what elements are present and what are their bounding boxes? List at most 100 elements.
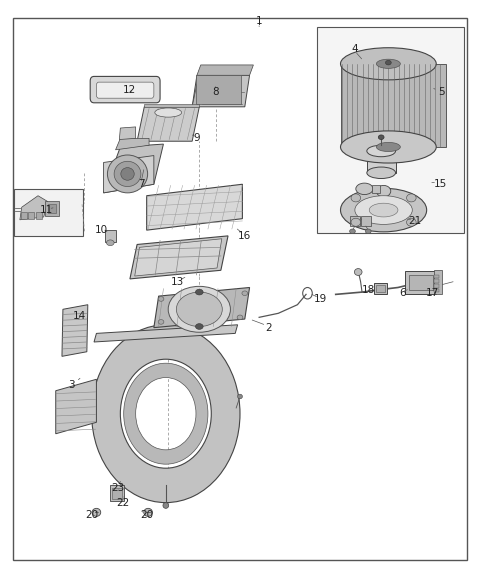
Text: 21: 21 <box>408 216 421 226</box>
Text: 10: 10 <box>95 225 108 235</box>
Bar <box>105 230 116 241</box>
Bar <box>48 204 56 213</box>
Ellipse shape <box>351 194 360 202</box>
Text: 3: 3 <box>68 380 75 390</box>
Polygon shape <box>94 325 238 342</box>
Bar <box>36 212 42 218</box>
Polygon shape <box>135 239 222 276</box>
Ellipse shape <box>355 196 412 224</box>
Bar <box>110 485 124 501</box>
Text: 8: 8 <box>212 87 218 98</box>
Ellipse shape <box>144 508 153 516</box>
Ellipse shape <box>376 143 400 152</box>
Text: 9: 9 <box>193 133 200 143</box>
Text: 12: 12 <box>123 85 136 95</box>
Ellipse shape <box>121 168 134 180</box>
Ellipse shape <box>237 315 243 320</box>
Polygon shape <box>20 196 48 220</box>
Text: 23: 23 <box>111 483 124 493</box>
Bar <box>21 212 26 218</box>
Ellipse shape <box>369 203 398 217</box>
Ellipse shape <box>195 289 203 295</box>
Ellipse shape <box>354 269 362 275</box>
Text: 7: 7 <box>139 179 145 189</box>
Polygon shape <box>104 156 154 193</box>
Ellipse shape <box>155 108 181 117</box>
Bar <box>112 488 122 499</box>
Ellipse shape <box>176 292 222 327</box>
Bar <box>434 284 439 288</box>
Text: 22: 22 <box>117 497 130 508</box>
Bar <box>340 64 446 147</box>
Polygon shape <box>192 75 250 107</box>
Bar <box>361 216 371 226</box>
Ellipse shape <box>351 218 360 226</box>
Text: 13: 13 <box>171 277 184 287</box>
Text: 14: 14 <box>73 311 86 321</box>
Bar <box>434 279 439 283</box>
Ellipse shape <box>340 188 427 232</box>
Ellipse shape <box>168 286 230 332</box>
Text: 20: 20 <box>85 510 98 520</box>
Text: 18: 18 <box>361 285 375 296</box>
Ellipse shape <box>108 155 148 193</box>
Ellipse shape <box>195 324 203 329</box>
Polygon shape <box>197 65 253 75</box>
Ellipse shape <box>340 48 436 80</box>
Ellipse shape <box>238 394 242 399</box>
Polygon shape <box>147 184 242 230</box>
Ellipse shape <box>114 162 141 186</box>
FancyBboxPatch shape <box>96 82 154 98</box>
Wedge shape <box>124 363 208 464</box>
Text: 20: 20 <box>140 510 153 520</box>
Polygon shape <box>56 380 96 434</box>
Polygon shape <box>116 139 149 150</box>
Text: 16: 16 <box>238 231 252 241</box>
Ellipse shape <box>367 145 396 157</box>
Text: 11: 11 <box>39 205 53 215</box>
Bar <box>434 275 439 278</box>
Ellipse shape <box>367 167 396 178</box>
Ellipse shape <box>107 240 114 246</box>
Bar <box>367 151 396 172</box>
Wedge shape <box>92 325 240 503</box>
Polygon shape <box>104 144 163 193</box>
Text: 6: 6 <box>399 288 406 298</box>
Text: 19: 19 <box>314 294 327 304</box>
Ellipse shape <box>349 229 355 233</box>
Ellipse shape <box>378 135 384 140</box>
Bar <box>45 201 59 216</box>
Text: 17: 17 <box>426 288 439 298</box>
Ellipse shape <box>340 131 436 163</box>
Bar <box>317 26 464 233</box>
Polygon shape <box>62 305 88 356</box>
Bar <box>28 212 34 218</box>
FancyBboxPatch shape <box>90 76 160 103</box>
Text: 4: 4 <box>351 44 358 55</box>
Bar <box>196 75 241 104</box>
Ellipse shape <box>365 229 371 233</box>
Bar <box>374 283 387 294</box>
Ellipse shape <box>158 320 164 324</box>
Ellipse shape <box>242 291 248 296</box>
Ellipse shape <box>376 185 391 197</box>
Bar <box>434 270 443 294</box>
Bar <box>376 285 385 292</box>
Bar <box>14 189 84 236</box>
Text: 15: 15 <box>433 179 447 189</box>
Text: 2: 2 <box>265 323 272 333</box>
Polygon shape <box>130 236 228 279</box>
Text: 1: 1 <box>256 16 263 26</box>
Ellipse shape <box>163 503 168 508</box>
Ellipse shape <box>385 60 391 65</box>
Ellipse shape <box>407 218 416 226</box>
Ellipse shape <box>92 508 101 516</box>
Text: 5: 5 <box>438 87 444 98</box>
Polygon shape <box>137 107 199 141</box>
Polygon shape <box>144 104 199 107</box>
Bar <box>350 216 360 226</box>
Polygon shape <box>120 127 136 140</box>
Polygon shape <box>154 288 250 328</box>
Bar <box>405 271 436 294</box>
Bar <box>372 185 380 193</box>
